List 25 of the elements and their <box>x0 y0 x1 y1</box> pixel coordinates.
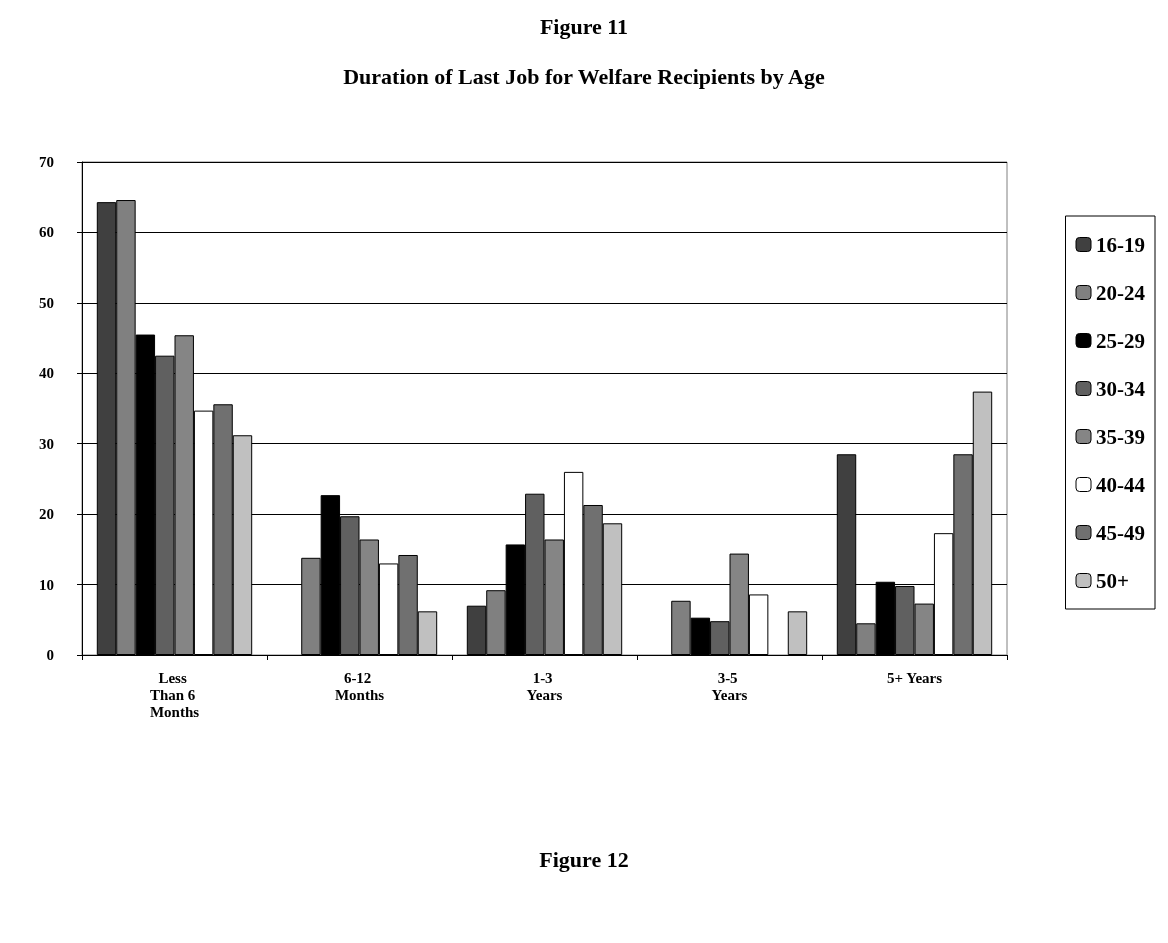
y-tick-label: 70 <box>39 154 54 170</box>
legend-label: 25-29 <box>1096 328 1146 353</box>
y-tick-label: 20 <box>39 506 54 523</box>
y-tick-label: 30 <box>39 435 54 452</box>
y-tick-label: 50 <box>39 294 54 311</box>
x-tick-label: Less Than 6 Months <box>149 669 200 720</box>
caption: Figure 12 <box>539 846 629 872</box>
y-tick-label: 40 <box>39 365 54 382</box>
legend-label: 16-19 <box>1096 232 1146 257</box>
y-tick-label: 10 <box>39 576 54 593</box>
chart-title: Figure 11 <box>539 13 629 39</box>
y-tick-label: 0 <box>46 647 54 663</box>
x-tick-label: 6-12 Months <box>334 669 385 703</box>
x-tick-label: 1-3 Years <box>526 669 563 703</box>
legend-label: 40-44 <box>1096 472 1146 497</box>
legend-label: 50+ <box>1096 568 1129 593</box>
legend-label: 20-24 <box>1096 280 1146 305</box>
x-tick-label: 3-5 Years <box>711 669 748 703</box>
y-tick-label: 60 <box>39 224 54 241</box>
legend-label: 35-39 <box>1096 424 1146 449</box>
legend-label: 30-34 <box>1096 376 1146 401</box>
x-tick-label: 5+ Years <box>886 669 943 686</box>
legend-label: 45-49 <box>1096 520 1146 545</box>
bar <box>787 611 808 655</box>
chart-subtitle: Duration of Last Job for Welfare Recipients by Age <box>343 63 825 89</box>
